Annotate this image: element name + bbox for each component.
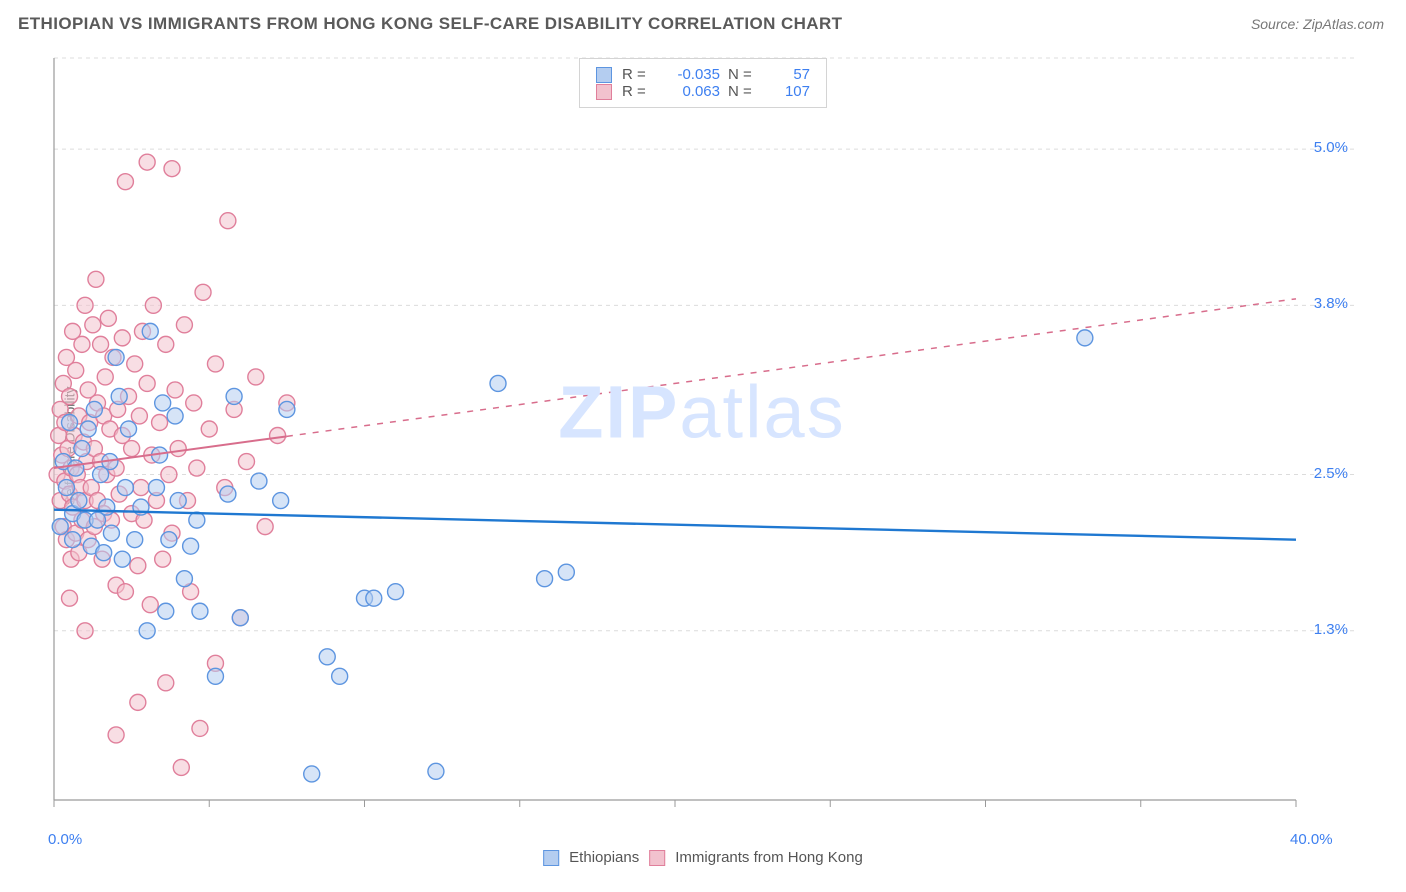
source-attribution: Source: ZipAtlas.com [1251, 16, 1384, 32]
chart-title: ETHIOPIAN VS IMMIGRANTS FROM HONG KONG S… [18, 14, 842, 34]
y-tick-label: 3.8% [1314, 295, 1348, 312]
legend-n-value: 57 [770, 66, 810, 83]
plot-area: ZIPatlas 1.3%2.5%3.8%5.0%0.0%40.0% [48, 50, 1356, 820]
y-tick-label: 5.0% [1314, 139, 1348, 156]
legend-swatch [596, 84, 612, 100]
x-tick-label: 0.0% [48, 831, 82, 848]
y-tick-label: 1.3% [1314, 621, 1348, 638]
legend-swatch [596, 67, 612, 83]
y-tick-label: 2.5% [1314, 465, 1348, 482]
chart-container: ETHIOPIAN VS IMMIGRANTS FROM HONG KONG S… [0, 0, 1406, 892]
x-tick-label: 40.0% [1290, 831, 1333, 848]
legend-r-label: R = [622, 66, 656, 83]
legend-r-value: 0.063 [664, 83, 720, 100]
correlation-legend: R = -0.035 N = 57 R = 0.063 N = 107 [579, 58, 827, 108]
legend-swatch [649, 850, 665, 866]
legend-n-label: N = [728, 83, 762, 100]
scatter-chart-svg [48, 50, 1356, 820]
legend-n-label: N = [728, 66, 762, 83]
title-bar: ETHIOPIAN VS IMMIGRANTS FROM HONG KONG S… [0, 0, 1406, 42]
legend-swatch [543, 850, 559, 866]
series-legend: Ethiopians Immigrants from Hong Kong [543, 849, 863, 866]
legend-series-label: Ethiopians [569, 849, 639, 866]
legend-r-label: R = [622, 83, 656, 100]
legend-n-value: 107 [770, 83, 810, 100]
legend-series-label: Immigrants from Hong Kong [675, 849, 863, 866]
legend-r-value: -0.035 [664, 66, 720, 83]
